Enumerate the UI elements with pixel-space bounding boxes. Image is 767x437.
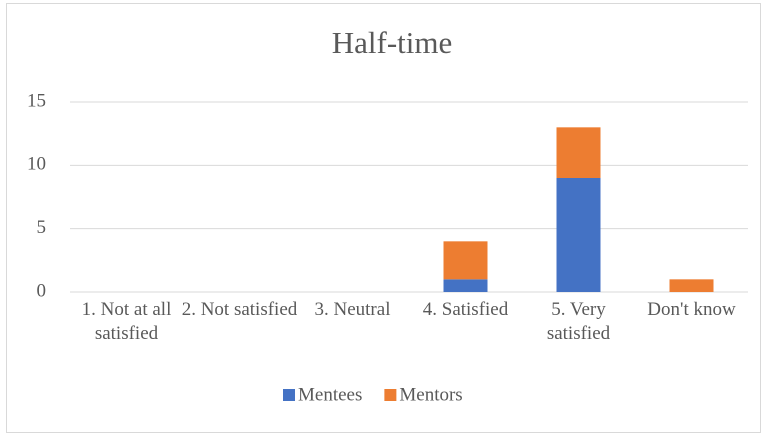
- x-tick-label: 2. Not satisfied: [181, 299, 298, 320]
- legend-swatch: [384, 389, 397, 401]
- y-tick-label: 15: [27, 90, 46, 111]
- y-tick-label: 0: [37, 280, 47, 301]
- bar: [669, 279, 714, 292]
- bar: [556, 127, 601, 178]
- bar: [556, 178, 601, 292]
- y-tick-label: 5: [37, 217, 47, 238]
- x-tick-label: 4. Satisfied: [422, 299, 509, 320]
- legend-swatch: [283, 389, 295, 401]
- x-tick-label: 1. Not at all satisfied: [81, 299, 172, 344]
- y-tick-label: 10: [27, 154, 46, 175]
- legend-label: Mentees: [298, 384, 362, 405]
- bar: [443, 241, 488, 280]
- bar: [443, 279, 488, 292]
- x-tick-label: 3. Neutral: [314, 299, 391, 320]
- x-tick-label: 5. Very satisfied: [546, 299, 611, 344]
- chart-title: Half-time: [332, 25, 453, 60]
- x-tick-label: Don't know: [647, 299, 736, 320]
- chart-border: [6, 3, 761, 433]
- legend-label: Mentors: [399, 384, 462, 405]
